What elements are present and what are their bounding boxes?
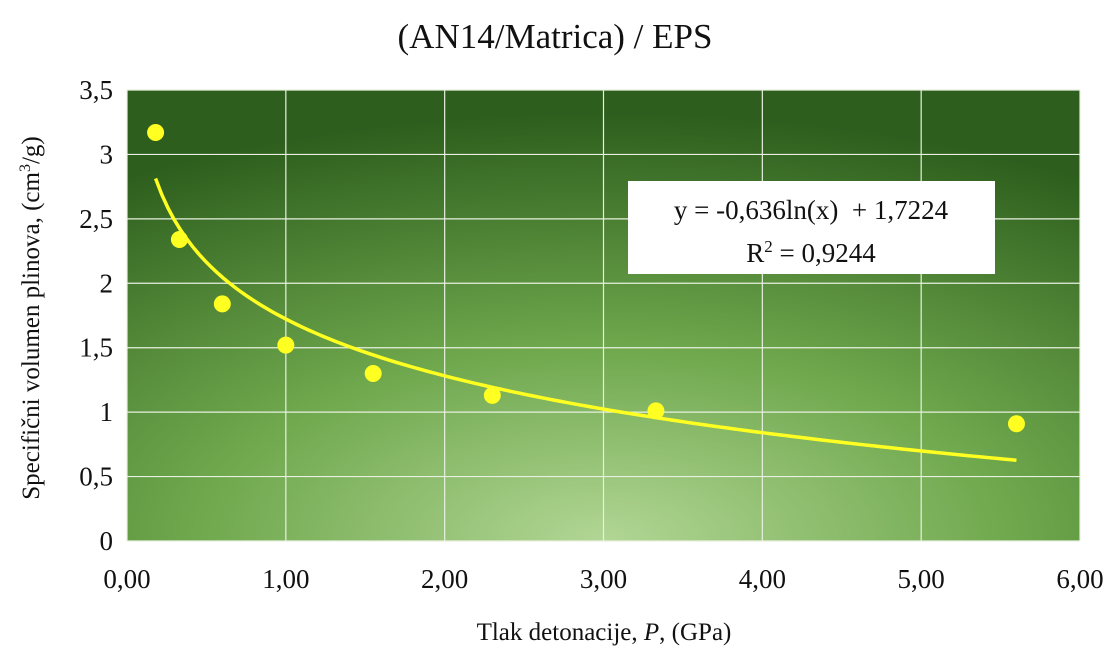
y-tick-label: 2,5 (79, 204, 113, 234)
data-point (364, 364, 382, 382)
x-axis-title: Tlak detonacije, P, (GPa) (477, 619, 732, 646)
x-tick-label: 6,00 (1056, 564, 1103, 594)
y-tick-label: 0,5 (79, 462, 113, 492)
data-point (1007, 415, 1025, 433)
trendline-annotation: y = -0,636ln(x) + 1,7224 R2 = 0,9244 (628, 181, 995, 274)
trendline (153, 177, 1017, 462)
x-gridlines (126, 90, 1081, 541)
y-tick-label: 1,5 (79, 333, 113, 363)
x-tick-label: 1,00 (262, 564, 309, 594)
y-tick-label: 0 (100, 526, 114, 556)
data-points (147, 124, 1025, 433)
data-point (147, 124, 165, 142)
data-point (483, 386, 501, 404)
y-tick-labels: 0 0,5 1 1,5 2 2,5 3 3,5 (79, 75, 113, 556)
x-tick-label: 0,00 (103, 564, 150, 594)
y-tick-label: 1 (100, 397, 114, 427)
y-tick-label: 2 (100, 268, 114, 298)
data-point (277, 336, 295, 354)
data-point (170, 230, 188, 248)
annotation-equation: y = -0,636ln(x) + 1,7224 (674, 195, 949, 225)
x-tick-labels: 0,00 1,00 2,00 3,00 4,00 5,00 6,00 (103, 564, 1103, 594)
x-tick-label: 2,00 (421, 564, 468, 594)
annotation-box (628, 181, 995, 274)
y-axis-title: Specifični volumen plinova, (cm3/g) (17, 136, 45, 499)
data-point (647, 402, 665, 420)
x-tick-label: 5,00 (898, 564, 945, 594)
data-point (213, 295, 231, 313)
chart-title: (AN14/Matrica) / EPS (398, 17, 713, 56)
x-tick-label: 3,00 (580, 564, 627, 594)
y-tick-label: 3 (100, 139, 114, 169)
y-tick-label: 3,5 (79, 75, 113, 105)
x-tick-label: 4,00 (739, 564, 786, 594)
annotation-r-squared: R2 = 0,9244 (746, 237, 876, 268)
